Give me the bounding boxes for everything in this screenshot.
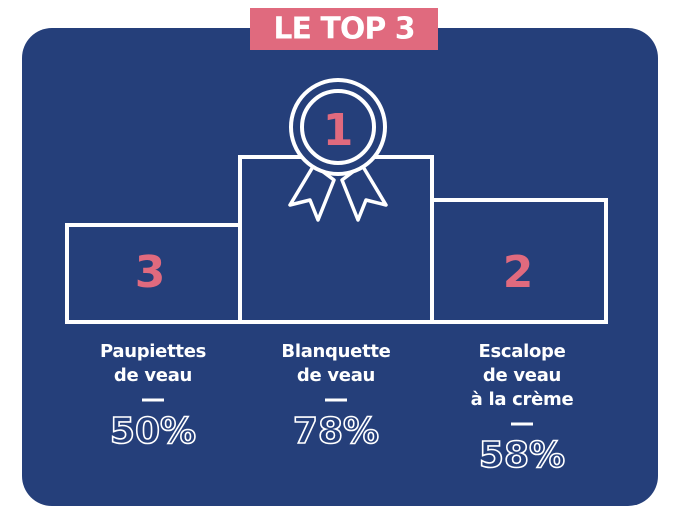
percentage: 58% bbox=[479, 435, 565, 476]
medal bbox=[288, 78, 388, 222]
rank: 2 bbox=[503, 247, 534, 298]
title: LE TOP 3 bbox=[273, 12, 414, 47]
percentage: 50% bbox=[110, 411, 196, 452]
dish-name: de veau bbox=[297, 365, 375, 386]
dish-name: de veau bbox=[114, 365, 192, 386]
dish-name: Paupiettes bbox=[100, 341, 206, 362]
podium-step bbox=[430, 198, 608, 324]
title-box bbox=[250, 8, 438, 50]
percentage: 78% bbox=[293, 411, 379, 452]
dish-name: à la crème bbox=[471, 389, 574, 410]
panel bbox=[22, 28, 658, 506]
dish-name: Blanquette bbox=[281, 341, 390, 362]
dish-name: de veau bbox=[483, 365, 561, 386]
dish-name: Escalope bbox=[478, 341, 565, 362]
rank: 1 bbox=[323, 105, 354, 156]
rank: 3 bbox=[135, 247, 166, 298]
